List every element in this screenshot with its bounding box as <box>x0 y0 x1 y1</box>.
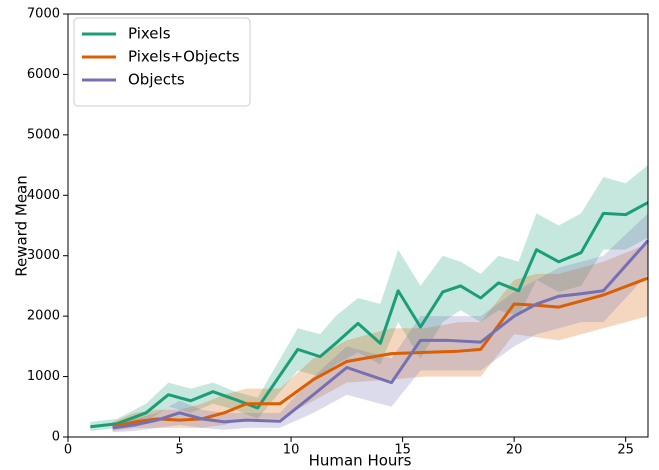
y-tick-label: 2000 <box>27 309 60 324</box>
x-tick-label: 15 <box>394 443 411 458</box>
series-line <box>112 276 649 429</box>
y-tick-label: 6000 <box>27 67 60 82</box>
x-tick-label: 5 <box>175 443 183 458</box>
y-tick-label: 7000 <box>27 7 60 22</box>
series-line <box>112 239 650 430</box>
confidence-band <box>112 213 649 433</box>
x-tick-label: 10 <box>283 443 300 458</box>
legend-label: Pixels+Objects <box>128 48 240 66</box>
y-tick-label: 3000 <box>27 248 60 263</box>
legend-label: Pixels <box>128 25 171 43</box>
x-tick-label: 25 <box>617 443 634 458</box>
plot-frame <box>67 13 649 438</box>
y-tick-label: 5000 <box>27 127 60 142</box>
series-line <box>90 201 649 429</box>
legend-label: Objects <box>128 71 185 89</box>
x-tick-label: 20 <box>506 443 523 458</box>
legend: Pixels Pixels+Objects Objects <box>73 17 251 107</box>
y-axis-label: Reward Mean <box>13 175 31 277</box>
confidence-band <box>90 165 649 431</box>
legend-box <box>73 17 251 107</box>
x-axis-label: Human Hours <box>309 452 412 470</box>
y-tick-label: 4000 <box>27 188 60 203</box>
x-tick-label: 0 <box>64 443 72 458</box>
y-tick-label: 0 <box>52 430 60 445</box>
y-tick-label: 1000 <box>27 369 60 384</box>
